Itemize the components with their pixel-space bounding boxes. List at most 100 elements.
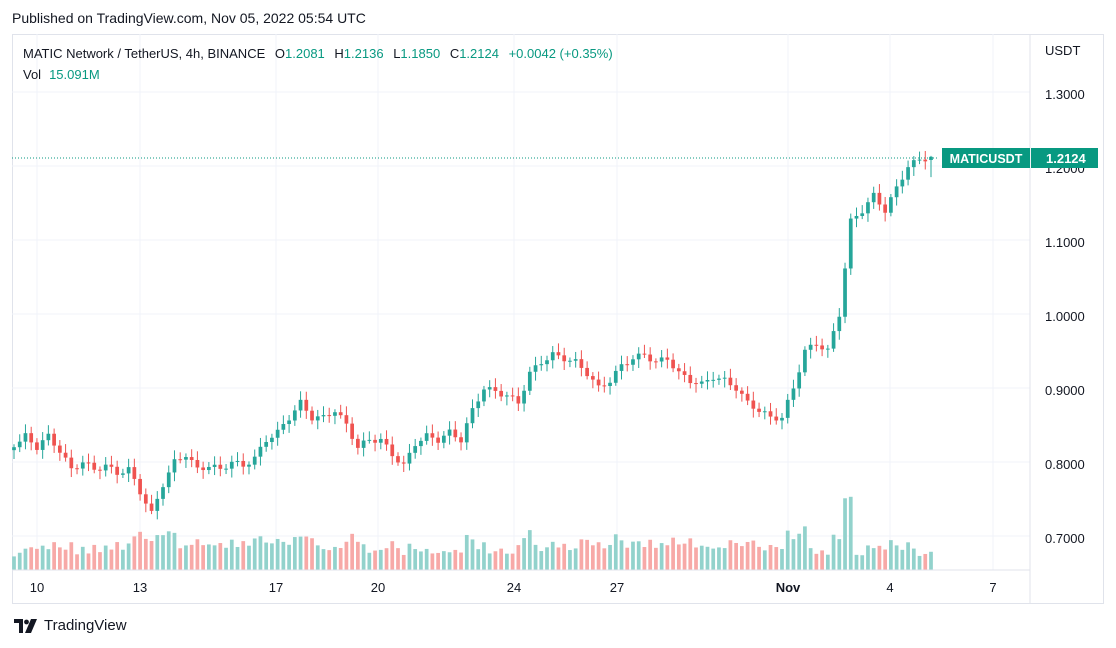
volume-bar (774, 547, 779, 570)
candle-body (441, 435, 446, 443)
volume-bar (665, 545, 670, 570)
volume-bar (121, 549, 125, 570)
volume-bar (367, 552, 372, 570)
candle-body (665, 357, 670, 360)
published-note: Published on TradingView.com, Nov 05, 20… (12, 10, 366, 26)
volume-bar (505, 553, 509, 570)
volume-bar (75, 554, 79, 570)
candle-body (762, 411, 767, 413)
candle-body (206, 466, 211, 471)
volume-bar (803, 526, 807, 570)
candle-body (590, 376, 595, 380)
volume-bar (487, 553, 492, 570)
volume-bar (424, 548, 429, 570)
candle-body (550, 352, 555, 361)
volume-bar (430, 553, 435, 570)
candle-body (642, 353, 647, 355)
symbol-legend[interactable]: MATIC Network / TetherUS, 4h, BINANCE O1… (23, 46, 613, 61)
high-label: H (334, 46, 344, 61)
candle-body (281, 424, 286, 430)
volume-bar (906, 542, 910, 570)
volume-bar (126, 543, 131, 570)
volume-bar (17, 552, 22, 570)
candle-body (510, 395, 515, 397)
candle-body (780, 417, 784, 421)
candle-body (407, 452, 412, 464)
volume-bar (344, 541, 349, 570)
volume-bar (12, 556, 16, 570)
volume-bar (470, 539, 475, 570)
volume-bar (298, 536, 303, 570)
candle-body (378, 438, 383, 443)
volume-bar (476, 549, 481, 570)
volume-bar (596, 542, 601, 570)
candle-body (860, 213, 865, 216)
candle-body (740, 390, 744, 394)
candle-body (138, 478, 142, 495)
candle-body (23, 433, 28, 442)
volume-bar (866, 545, 870, 570)
candle-body (676, 368, 681, 372)
volume-bar (522, 538, 526, 570)
volume-bar (436, 552, 440, 570)
volume-bar (333, 546, 337, 570)
candle-body (401, 462, 406, 464)
candle-body (648, 354, 653, 362)
last-price-symbol: MATICUSDT (950, 152, 1023, 166)
volume-bar (854, 554, 859, 570)
candle-body (361, 440, 366, 448)
candle-body (791, 388, 796, 400)
volume-bar (613, 534, 618, 570)
candle-body (315, 416, 320, 421)
candle-body (797, 372, 802, 389)
candle-body (436, 437, 440, 443)
volume-bar (184, 545, 188, 570)
low-value: 1.1850 (400, 46, 441, 61)
volume-bar (419, 551, 423, 570)
volume-bar (252, 538, 257, 570)
last-price-value: 1.2124 (1046, 151, 1087, 166)
volume-bar (820, 550, 824, 570)
volume-bar (103, 545, 108, 570)
candle-body (831, 331, 836, 349)
volume-bar (780, 549, 784, 570)
candle-body (155, 498, 160, 511)
candle-body (585, 367, 589, 377)
volume-legend[interactable]: Vol 15.091M (23, 67, 100, 82)
candle-body (459, 437, 463, 443)
candle-body (906, 167, 910, 180)
volume-bar (315, 545, 320, 570)
tradingview-logo[interactable]: TradingView (14, 617, 127, 634)
price-tick: 0.8000 (1045, 457, 1085, 472)
candle-body (568, 360, 572, 362)
candle-body (75, 468, 79, 470)
volume-bar (46, 549, 51, 570)
candle-body (453, 429, 458, 438)
volume-bar (132, 536, 137, 570)
candle-body (866, 202, 870, 214)
candle-body (413, 446, 418, 453)
volume-bar (201, 545, 205, 570)
volume-bar (270, 543, 274, 570)
volume-bar (373, 550, 377, 570)
candle-body (476, 401, 481, 409)
candle-body (682, 371, 687, 375)
candle-body (854, 215, 859, 219)
volume-bar (648, 539, 653, 570)
candle-body (562, 355, 567, 362)
candle-body (923, 159, 928, 162)
volume-label: Vol (23, 67, 42, 82)
volume-bar (229, 539, 234, 570)
candle-body (241, 460, 246, 467)
volume-bar (247, 545, 251, 570)
volume-bar (527, 530, 532, 570)
candle-body (338, 412, 343, 416)
volume-bar (762, 550, 767, 570)
tradingview-logo-text: TradingView (44, 617, 127, 634)
candle-body (115, 466, 120, 475)
volume-bar (327, 550, 332, 570)
candle-body (774, 416, 779, 421)
volume-bar (808, 548, 813, 570)
volume-bar (241, 541, 246, 570)
